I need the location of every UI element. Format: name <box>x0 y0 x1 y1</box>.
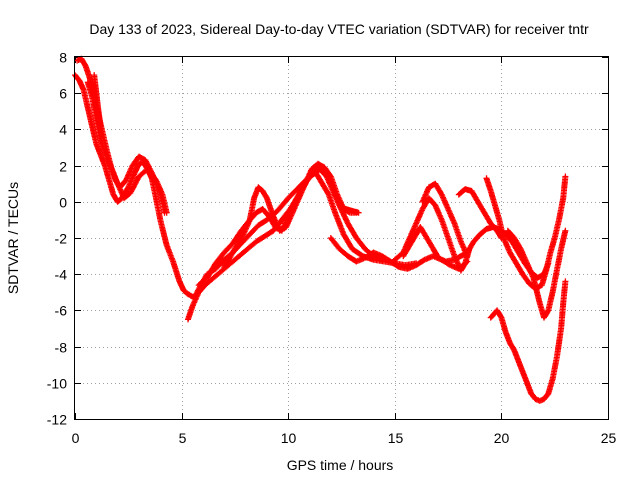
series-arc-10 <box>400 224 441 260</box>
series-arc-3 <box>84 79 170 216</box>
y-tick-label: 2 <box>59 159 67 175</box>
x-tick-label: 15 <box>388 430 404 446</box>
series-marks <box>72 72 420 301</box>
x-tick-label: 25 <box>601 430 617 446</box>
series-arc-1 <box>72 72 420 301</box>
y-tick-label: 6 <box>59 86 67 102</box>
data-marks <box>72 55 569 404</box>
series-marks <box>185 162 385 323</box>
series-marks <box>487 278 569 404</box>
y-tick-label: 4 <box>59 122 67 138</box>
series-marks <box>221 160 360 270</box>
series-arc-15 <box>504 227 569 321</box>
series-arc-13 <box>455 186 505 241</box>
x-tick-label: 20 <box>494 430 510 446</box>
y-tick-label: -4 <box>55 267 68 283</box>
series-arc-14 <box>483 173 569 292</box>
series-marks <box>91 72 104 129</box>
series-arc-7 <box>221 160 360 270</box>
y-tick-label: -2 <box>55 231 68 247</box>
x-axis-title: GPS time / hours <box>287 457 394 473</box>
grid-lines <box>75 57 608 419</box>
series-arc-4 <box>91 72 104 129</box>
x-tick-label: 10 <box>281 430 297 446</box>
chart-title: Day 133 of 2023, Sidereal Day-to-day VTE… <box>89 21 589 37</box>
series-arc-16 <box>487 278 569 404</box>
plot-frame <box>74 56 609 420</box>
x-tick-label: 0 <box>72 430 80 446</box>
series-marks <box>483 173 569 292</box>
series-marks <box>84 79 170 216</box>
y-tick-label: -6 <box>55 303 68 319</box>
y-tick-label: 8 <box>59 50 67 66</box>
y-tick-label: 0 <box>59 195 67 211</box>
series-arc-11 <box>419 180 471 260</box>
y-tick-label: -8 <box>55 340 68 356</box>
series-marks <box>504 227 569 321</box>
y-tick-label: -10 <box>47 376 67 392</box>
series-marks <box>455 186 505 241</box>
y-tick-labels: -12 -10 -8 -6 -4 -2 0 2 4 6 8 <box>47 50 67 428</box>
y-tick-label: -12 <box>47 412 67 428</box>
x-tick-labels: 0 5 10 15 20 25 <box>72 430 617 446</box>
axis-ticks <box>75 57 609 420</box>
series-marks <box>419 180 471 260</box>
series-arc-5 <box>185 162 385 323</box>
x-tick-label: 5 <box>179 430 187 446</box>
y-axis-title: SDTVAR / TECUs <box>5 182 21 294</box>
series-marks <box>400 224 441 260</box>
